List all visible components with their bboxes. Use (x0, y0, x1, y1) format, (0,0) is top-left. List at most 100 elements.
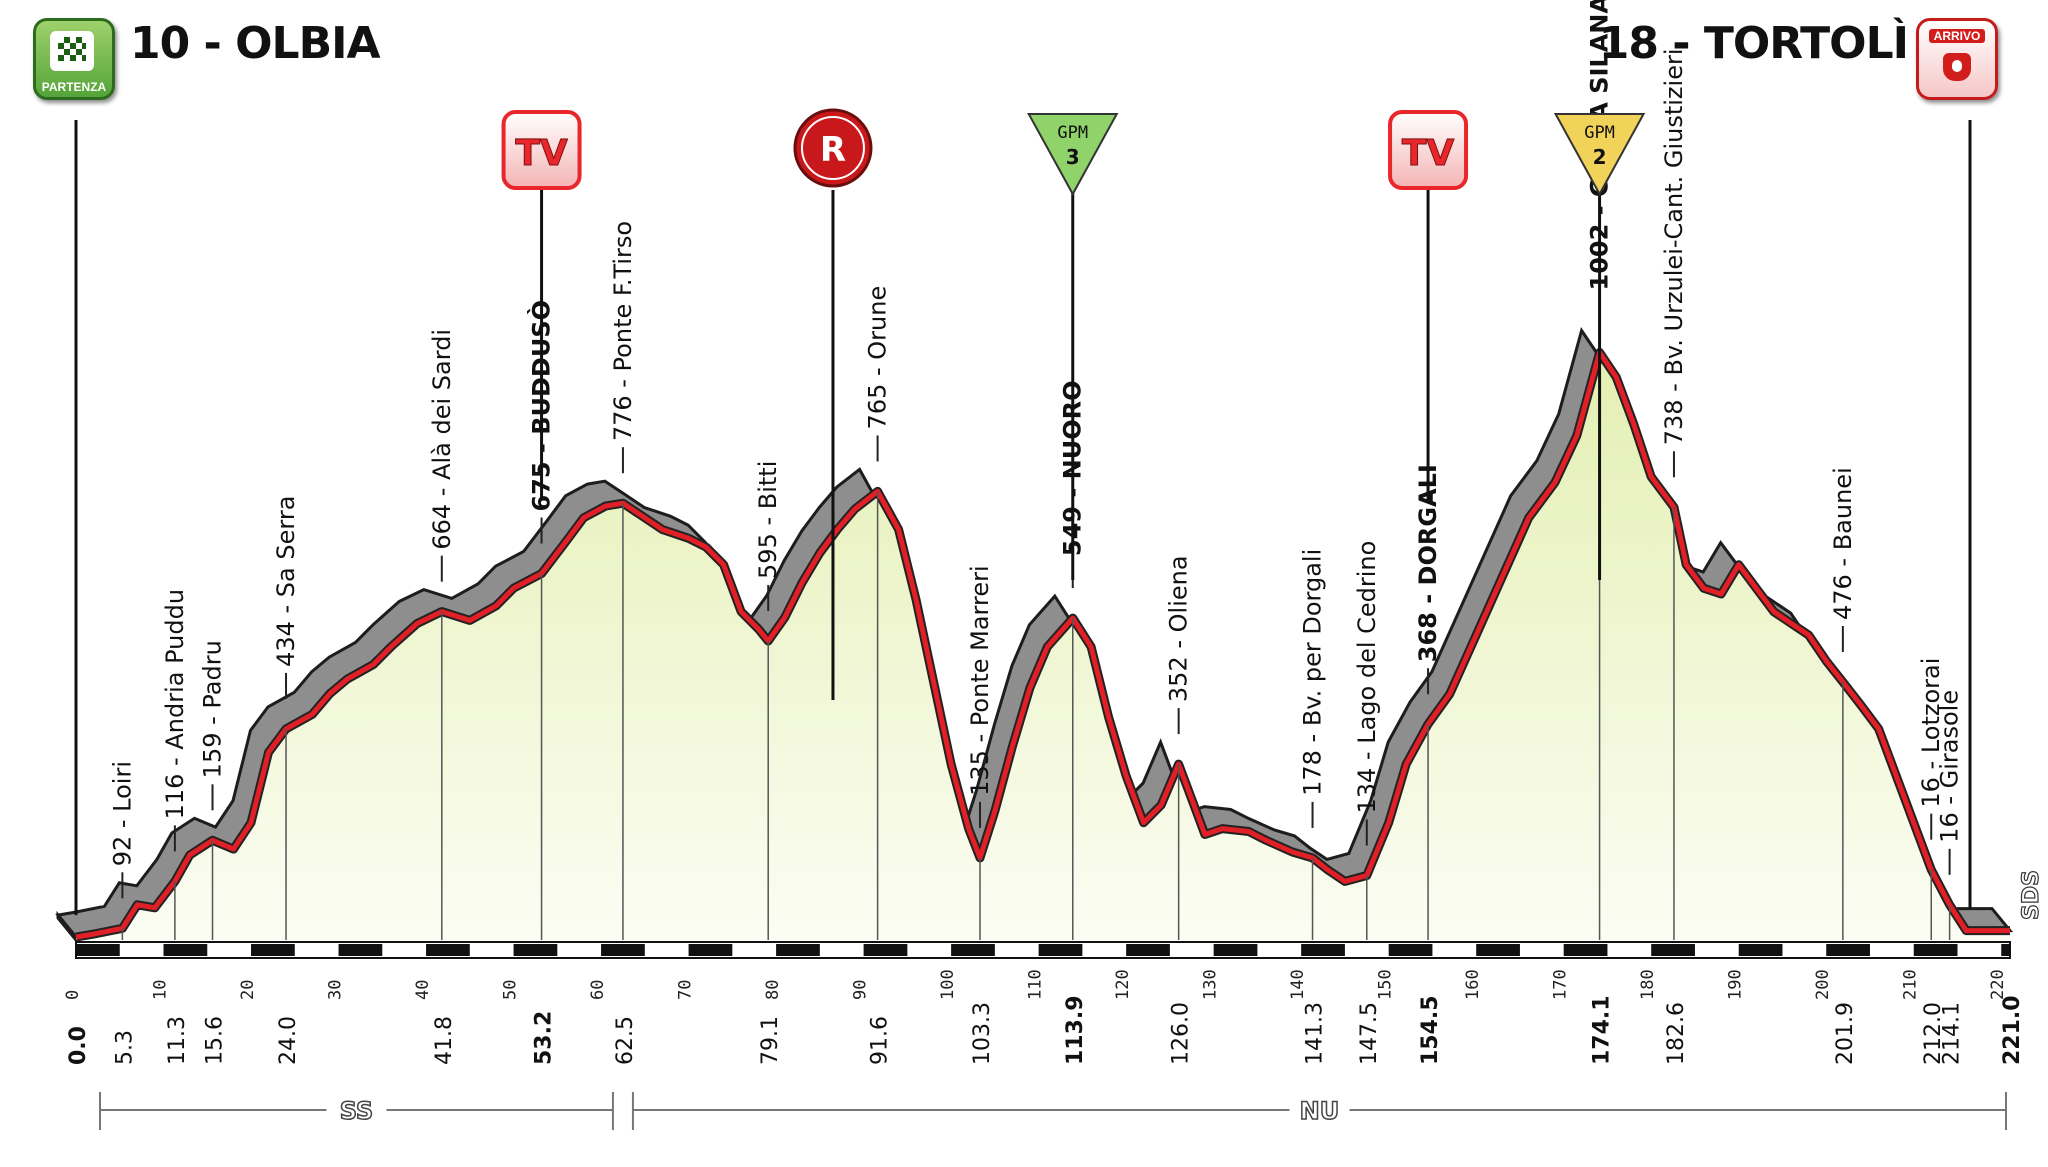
km-scale-segment (426, 944, 470, 956)
km-mark-label: 174.1 (1590, 995, 1615, 1065)
km-mark-label: 113.9 (1063, 995, 1088, 1065)
route-line (75, 350, 2010, 940)
tv-marker-icon (501, 110, 582, 190)
province-label-bg (326, 1096, 387, 1122)
km-mark-label: 62.5 (613, 1016, 638, 1065)
location-label: 134 - Lago del Cedrino (1353, 541, 1381, 814)
km-mark-label: 91.6 (868, 1016, 893, 1065)
x-tick-label: 80 (763, 980, 783, 1000)
location-label: 135 - Ponte Marreri (966, 565, 994, 796)
location-label: 16 - Lotzorai (1917, 658, 1945, 808)
profile-front-fill (76, 352, 2010, 940)
finish-city-label: 18 - TORTOLÌ (1598, 18, 1909, 69)
x-tick-label: 40 (413, 980, 433, 1000)
km-scale-segment (1038, 944, 1083, 956)
x-tick-label: 30 (326, 980, 346, 1000)
location-label: 434 - Sa Serra (272, 496, 300, 667)
km-mark-label: 147.5 (1357, 1002, 1382, 1065)
km-scale-segment (1213, 944, 1258, 956)
km-scale-segment (1126, 944, 1170, 956)
km-mark-label: 41.8 (432, 1016, 457, 1065)
location-label: 178 - Bv. per Dorgali (1299, 549, 1327, 796)
province-label-bg (1289, 1096, 1350, 1122)
km-mark-label: 79.1 (758, 1016, 783, 1065)
x-tick-label: 100 (938, 969, 958, 1000)
km-scale-segment (513, 944, 558, 956)
km-scale-segment (251, 944, 295, 956)
x-tick-label: 60 (588, 980, 608, 1000)
finish-badge-label: ARRIVO (1929, 29, 1985, 43)
gpm-marker-icon (1553, 113, 1646, 197)
x-tick-label: 10 (151, 980, 171, 1000)
x-tick-label: 220 (1988, 969, 2008, 1000)
location-label: 16 - Girasole (1936, 690, 1964, 843)
km-scale-segment (776, 944, 820, 956)
x-tick-label: 0 (63, 990, 83, 1000)
x-tick-label: 200 (1813, 969, 1833, 1000)
x-tick-label: 160 (1463, 969, 1483, 1000)
km-mark-label: 103.3 (970, 1002, 995, 1065)
r-marker-label: R (820, 130, 846, 170)
location-label: 92 - Loiri (108, 761, 136, 866)
tv-marker-label: TV (1402, 133, 1455, 174)
start-badge-label: PARTENZA (41, 80, 107, 94)
km-scale-segment (338, 944, 383, 956)
r-marker-icon (793, 108, 873, 188)
x-tick-label: 110 (1026, 969, 1046, 1000)
x-tick-label: 50 (501, 980, 521, 1000)
km-mark-label: 212.0 (1921, 1002, 1946, 1065)
x-tick-label: 140 (1288, 969, 1308, 1000)
x-tick-label: 170 (1551, 969, 1571, 1000)
km-mark-label: 53.2 (532, 1011, 557, 1065)
location-label: 159 - Padru (199, 640, 227, 778)
province-label: SS (340, 1097, 374, 1125)
km-scale-segment (2001, 944, 2010, 956)
x-tick-label: 20 (238, 980, 258, 1000)
province-label: NU (1300, 1097, 1340, 1125)
gpm-marker-label: GPM (1584, 123, 1615, 143)
km-mark-label: 126.0 (1169, 1002, 1194, 1065)
km-mark-label: 11.3 (165, 1016, 190, 1065)
km-mark-label: 5.3 (112, 1030, 137, 1065)
km-scale-segment (1826, 944, 1870, 956)
km-mark-label: 201.9 (1833, 1002, 1858, 1065)
start-flag-icon: PARTENZA (33, 18, 115, 100)
km-scale-segment (1651, 944, 1695, 956)
km-scale-segment (163, 944, 208, 956)
x-tick-label: 190 (1726, 969, 1746, 1000)
location-label: 116 - Andria Puddu (161, 589, 189, 819)
km-scale-segment (601, 944, 645, 956)
km-scale-segment (951, 944, 995, 956)
km-scale-segment (1563, 944, 1608, 956)
km-mark-label: 24.0 (276, 1016, 301, 1065)
km-scale-segment (688, 944, 733, 956)
location-label: 595 - Bitti (754, 461, 782, 579)
location-label: 738 - Bv. Urzulei-Cant. Giustizieri (1660, 48, 1688, 445)
location-label: 776 - Ponte F.Tirso (609, 221, 637, 441)
km-mark-label: 182.6 (1664, 1002, 1689, 1065)
location-label: 765 - Orune (864, 286, 892, 430)
location-label: 352 - Oliena (1165, 555, 1193, 702)
km-mark-label: 154.5 (1418, 995, 1443, 1065)
km-mark-label: 141.3 (1303, 1002, 1328, 1065)
km-mark-label: 214.1 (1940, 1002, 1965, 1065)
gpm-marker-icon (1027, 113, 1119, 197)
x-tick-label: 150 (1376, 969, 1396, 1000)
location-label: 476 - Baunei (1829, 467, 1857, 620)
km-scale-segment (1738, 944, 1783, 956)
km-scale-segment (1301, 944, 1345, 956)
km-mark-label: 15.6 (203, 1016, 228, 1065)
gpm-marker-label: GPM (1057, 123, 1088, 143)
km-scale-segment (863, 944, 908, 956)
r-marker-ring (800, 116, 865, 180)
km-scale-segment (1476, 944, 1520, 956)
x-tick-label: 70 (676, 980, 696, 1000)
km-mark-label: 0.0 (66, 1026, 91, 1065)
finish-arrivo-icon: ARRIVO (1916, 18, 1998, 100)
sds-mark: SDS (2019, 870, 2044, 920)
km-scale-segment (76, 944, 120, 956)
x-tick-label: 210 (1901, 969, 1921, 1000)
x-tick-label: 130 (1201, 969, 1221, 1000)
